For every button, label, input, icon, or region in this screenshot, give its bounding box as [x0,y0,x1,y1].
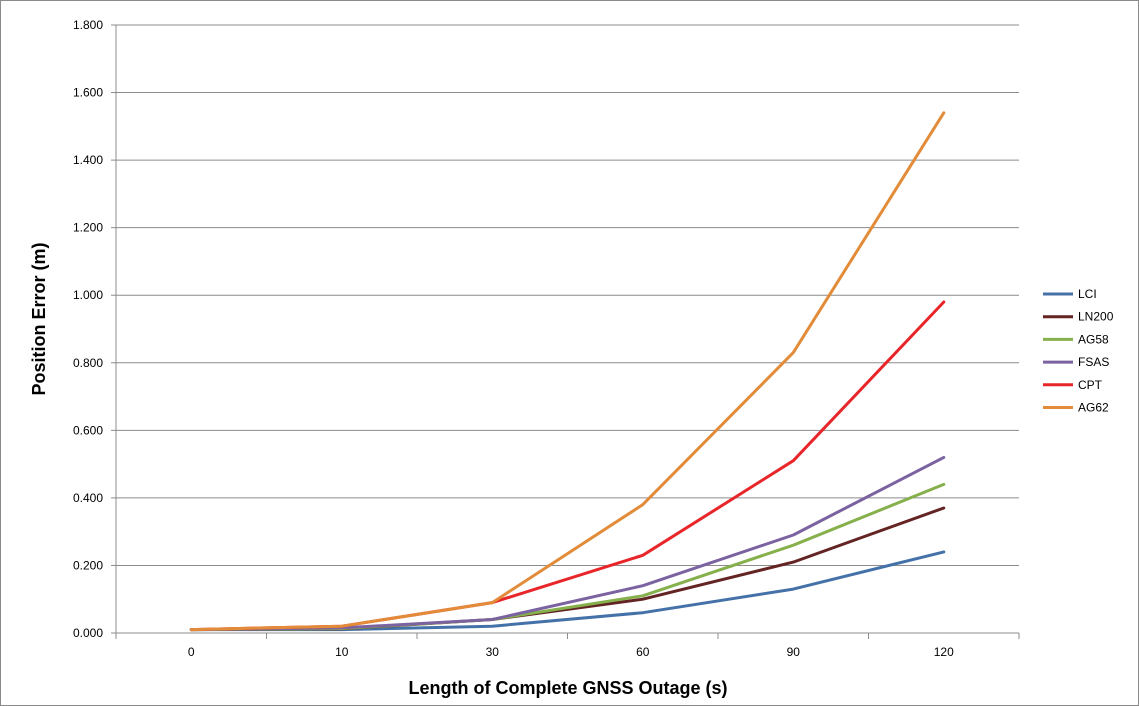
series-line-ln200 [189,506,946,632]
x-tick-label: 30 [486,645,500,659]
y-tick-label: 1.400 [73,153,103,167]
series-line-lci [189,550,946,632]
y-tick-label: 1.800 [73,18,103,32]
legend-label-lci: LCI [1078,287,1097,301]
series-lines [189,111,946,632]
x-tick-labels: 0 10 30 60 90 120 [188,645,954,659]
y-tick-label: 0.800 [73,356,103,370]
y-tick-label: 0.600 [73,423,103,437]
x-axis-title: Length of Complete GNSS Outage (s) [408,678,727,698]
x-tick-label: 0 [188,645,195,659]
x-tick-label: 90 [787,645,801,659]
series-line-fsas [189,455,946,632]
y-tick-label: 1.000 [73,288,103,302]
axes [111,24,1020,639]
legend-label-ln200: LN200 [1078,310,1114,324]
legend: LCI LN200 AG58 FSAS CPT AG62 [1043,287,1114,415]
y-tick-label: 0.000 [73,626,103,640]
y-axis-title: Position Error (m) [29,242,49,395]
y-tick-label: 1.200 [73,221,103,235]
legend-label-fsas: FSAS [1078,355,1109,369]
x-tick-label: 120 [934,645,954,659]
y-tick-labels: 0.000 0.200 0.400 0.600 0.800 1.000 1.200 1.400… [73,18,103,640]
x-tick-label: 10 [335,645,349,659]
legend-label-ag62: AG62 [1078,401,1109,415]
y-tick-label: 0.200 [73,558,103,572]
legend-label-cpt: CPT [1078,378,1103,392]
series-line-ag62 [189,111,946,632]
series-line-ag58 [189,482,946,632]
x-tick-label: 60 [636,645,650,659]
y-tick-label: 1.600 [73,86,103,100]
y-tick-label: 0.400 [73,491,103,505]
legend-label-ag58: AG58 [1078,332,1109,346]
gridlines [116,24,1019,566]
